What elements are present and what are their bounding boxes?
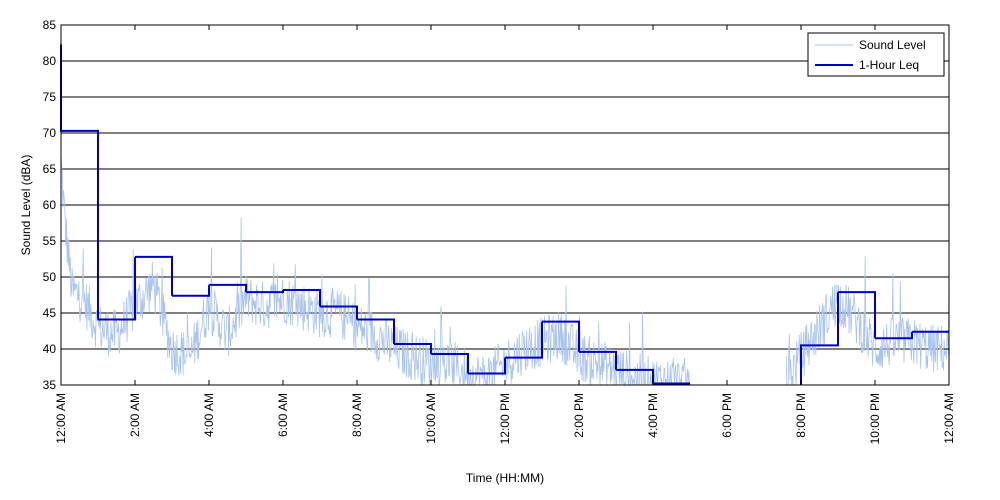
leq-step [394,342,432,355]
x-tick-label: 6:00 PM [720,393,734,438]
x-tick-label: 12:00 AM [942,393,956,444]
x-tick-label: 10:00 AM [424,393,438,444]
leq-step [283,288,321,307]
y-axis-ticks: 35 40 45 50 55 60 65 70 75 80 85 [43,18,949,392]
leq-step [209,283,247,293]
leq-step [172,284,210,297]
leq-step [505,321,543,359]
grid-lines [61,60,949,350]
leq-step [431,353,469,374]
leq-step [135,255,173,296]
x-axis-ticks: 12:00 AM 2:00 AM 4:00 AM 6:00 AM 8:00 AM 10:0… [54,25,956,444]
y-tick-label: 55 [43,234,57,248]
y-axis-title: Sound Level (dBA) [19,155,33,256]
x-tick-label: 8:00 PM [794,393,808,438]
y-tick-label: 60 [43,198,57,212]
x-tick-label: 4:00 PM [646,393,660,438]
legend-entry-sound-level: Sound Level [859,38,926,52]
x-tick-label: 12:00 PM [498,393,512,444]
series-sound-level [60,153,950,387]
y-tick-label: 35 [43,378,57,392]
y-tick-label: 65 [43,162,57,176]
y-tick-label: 70 [43,126,57,140]
legend: Sound Level 1-Hour Leq [807,32,945,77]
y-tick-label: 80 [43,54,57,68]
leq-step [838,291,876,339]
sound-level-line [60,153,691,387]
x-tick-label: 4:00 AM [202,393,216,437]
x-tick-label: 2:00 PM [572,393,586,438]
leq-step [542,320,580,352]
leq-step [468,357,506,375]
leq-step [800,292,839,385]
y-tick-label: 45 [43,306,57,320]
legend-entry-1-hour-leq: 1-Hour Leq [859,58,919,72]
x-tick-label: 6:00 AM [276,393,290,437]
legend-box [807,32,945,77]
leq-step [320,305,358,320]
x-tick-label: 8:00 AM [350,393,364,437]
y-tick-label: 50 [43,270,57,284]
sound-level-line [785,256,950,386]
leq-step [616,368,654,384]
x-tick-label: 12:00 AM [54,393,68,444]
x-tick-label: 2:00 AM [128,393,142,437]
leq-step [60,44,99,320]
series-1-hour-leq [60,44,949,385]
x-axis-title: Time (HH:MM) [466,471,544,485]
leq-step [98,256,136,321]
y-tick-label: 75 [43,90,57,104]
x-tick-label: 10:00 PM [868,393,882,444]
y-tick-label: 40 [43,342,57,356]
leq-step [875,331,913,340]
leq-step [357,318,395,344]
y-tick-label: 85 [43,18,57,32]
leq-step [579,350,617,370]
